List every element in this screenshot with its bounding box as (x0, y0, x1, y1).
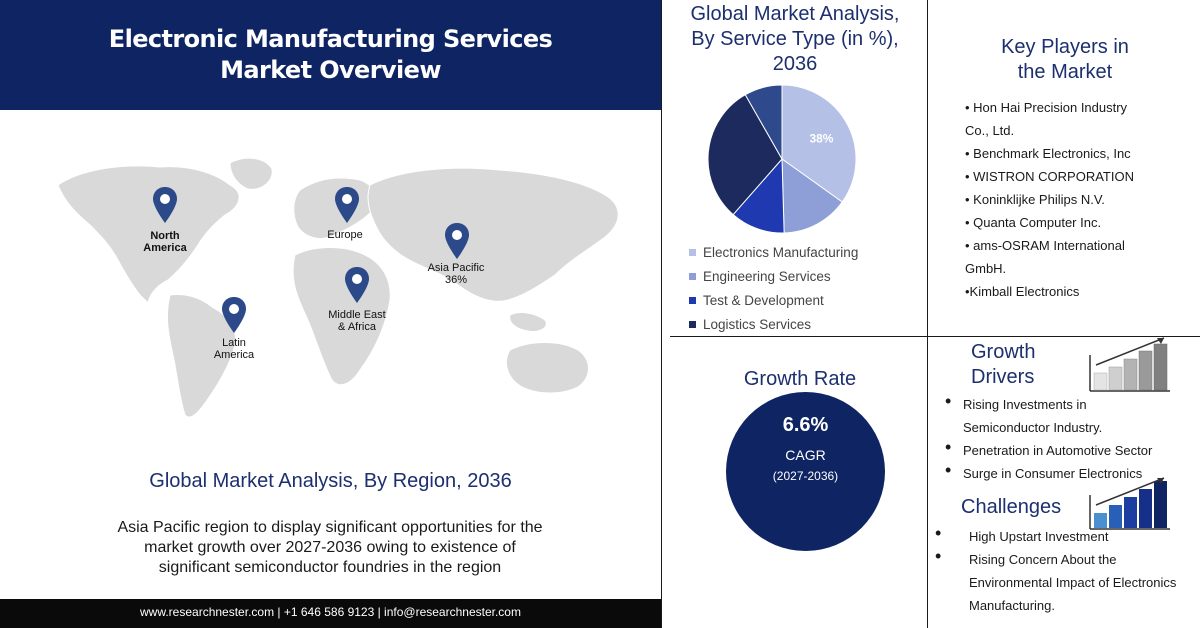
greenland-landmass (229, 157, 273, 190)
legend-label: Electronics Manufacturing (703, 244, 859, 260)
label-middle-east-africa: Middle East & Africa (328, 309, 385, 333)
divider-left (661, 0, 662, 628)
list-item: GmbH. (965, 261, 1007, 276)
north-america-landmass (57, 165, 240, 305)
key-players-title: Key Players in the Market (960, 35, 1170, 85)
legend-label: Logistics Services (703, 316, 812, 332)
legend-item: Test & Development (689, 288, 858, 312)
list-item: • Benchmark Electronics, Inc (965, 146, 1131, 161)
list-item: Co., Ltd. (965, 123, 1015, 138)
world-map: North America Europe Asia Pacific 36% Midd… (57, 157, 619, 418)
list-item: • ams-OSRAM International (965, 238, 1125, 253)
cagr-value: 6.6% (782, 414, 829, 436)
region-analysis-description: Asia Pacific region to display significa… (95, 518, 565, 578)
south-america-landmass (166, 294, 237, 418)
list-item: Semiconductor Industry. (963, 420, 1103, 435)
service-type-title: Global Market Analysis, By Service Type … (670, 2, 920, 77)
title-line-2: Market Overview (220, 56, 441, 84)
list-item: • WISTRON CORPORATION (965, 169, 1134, 184)
divider-middle (927, 0, 928, 628)
legend-swatch (689, 272, 696, 280)
cagr-period: (2027-2036) (772, 469, 839, 483)
pin-north-america (153, 187, 177, 223)
region-desc-line-3: significant semiconductor foundries in t… (158, 559, 502, 576)
key-players-title-line-2: the Market (1017, 61, 1113, 83)
pin-middle-east-africa (345, 267, 369, 303)
service-title-line-1: Global Market Analysis, (690, 3, 900, 25)
challenges-title: Challenges (961, 496, 1062, 518)
pie-slice-1 (781, 158, 843, 233)
legend-label: Test & Development (703, 292, 824, 308)
service-title-line-3: 2036 (772, 53, 818, 75)
key-players-title-line-1: Key Players in (1001, 36, 1129, 58)
pin-latin-america (222, 297, 246, 333)
growth-drivers-title-line-2: Drivers (971, 366, 1035, 388)
contact-footer: www.researchnester.com | +1 646 586 9123… (0, 599, 661, 628)
legend-swatch (689, 248, 696, 256)
list-item: Surge in Consumer Electronics (945, 459, 1195, 485)
list-item: • Koninklijke Philips N.V. (965, 192, 1105, 207)
service-type-pie-chart: 38% (707, 85, 857, 233)
list-item: Rising Concern About the (935, 545, 1195, 571)
pie-legend: Electronics Manufacturing Engineering Se… (689, 240, 858, 336)
list-item: Penetration in Automotive Sector (945, 436, 1195, 462)
page-title: Electronic Manufacturing Services Market… (0, 24, 661, 86)
header-band (0, 0, 661, 110)
australia-landmass (506, 342, 589, 394)
cagr-circle: 6.6% CAGR (2027-2036) (726, 392, 885, 551)
list-item: • Quanta Computer Inc. (965, 215, 1102, 230)
region-analysis-title: Global Market Analysis, By Region, 2036 (149, 470, 512, 492)
title-line-1: Electronic Manufacturing Services (108, 25, 553, 53)
cagr-label: CAGR (785, 447, 826, 463)
growth-drivers-title: Growth Drivers (971, 340, 1051, 390)
list-item: •Kimball Electronics (965, 284, 1080, 299)
pie-slice-0 (781, 85, 857, 203)
legend-item: Logistics Services (689, 312, 858, 336)
legend-label: Engineering Services (703, 268, 831, 284)
list-item: • Hon Hai Precision Industry (965, 100, 1128, 115)
growth-drivers-title-line-1: Growth (971, 341, 1036, 363)
region-desc-line-1: Asia Pacific region to display significa… (117, 519, 543, 536)
challenges-bar-chart-icon (1089, 477, 1170, 530)
growth-rate-title: Growth Rate (743, 368, 857, 390)
pie-slice-3 (707, 94, 783, 216)
pie-slice-extra (744, 85, 783, 161)
asia-landmass (367, 167, 619, 302)
label-asia-pacific: Asia Pacific 36% (428, 262, 485, 286)
pin-europe (335, 187, 359, 223)
growth-drivers-list: Rising Investments in Semiconductor Indu… (945, 390, 1195, 485)
key-players-list: • Hon Hai Precision Industry Co., Ltd. •… (965, 96, 1195, 303)
list-item: Environmental Impact of Electronics (969, 575, 1177, 590)
pie-slice-data-label: 38% (809, 132, 833, 146)
list-item: Rising Investments in (945, 390, 1195, 416)
growth-bar-chart-icon (1089, 337, 1170, 392)
label-latin-america: Latin America (214, 337, 255, 361)
region-desc-line-2: market growth over 2027-2036 owing to ex… (144, 539, 516, 556)
service-title-line-2: By Service Type (in %), (691, 28, 899, 50)
pin-asia-pacific (445, 223, 469, 259)
list-item: Manufacturing. (969, 598, 1055, 613)
legend-item: Engineering Services (689, 264, 858, 288)
legend-swatch (689, 296, 696, 304)
legend-swatch (689, 320, 696, 328)
label-europe: Europe (327, 229, 362, 241)
challenges-list: High Upstart Investment Rising Concern A… (935, 522, 1195, 617)
southeast-asia-islands (509, 312, 547, 332)
divider-horizontal (670, 336, 1200, 337)
label-north-america: North America (143, 230, 187, 254)
legend-item: Electronics Manufacturing (689, 240, 858, 264)
list-item: High Upstart Investment (935, 522, 1195, 548)
